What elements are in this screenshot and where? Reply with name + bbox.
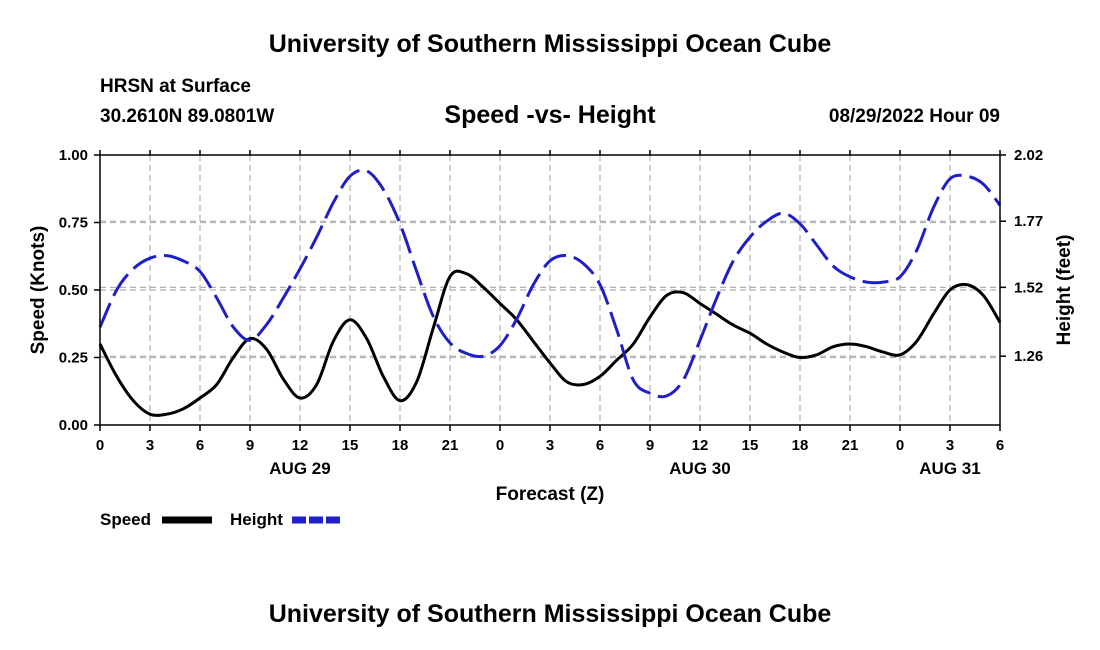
x-tick-label: 9 [246, 437, 254, 454]
x-tick-label: 0 [896, 437, 904, 454]
x-tick-label: 9 [646, 437, 654, 454]
footer-title: University of Southern Mississippi Ocean… [268, 600, 832, 628]
series-line-height [98, 168, 1002, 399]
x-tick-label: 3 [146, 437, 154, 454]
ticks: 0 3 6 9 12 15 18 21 0 3 6 9 12 15 18 21 0 3 6 AUG 29 AUG 30 A… [59, 147, 1043, 478]
x-tick-label: 18 [792, 437, 809, 454]
forecast-datetime: 08/29/2022 Hour 09 [828, 106, 1000, 127]
y-tick-label: 0.00 [59, 417, 88, 434]
x-tick-label: 15 [342, 437, 359, 454]
x-date-label: AUG 31 [919, 459, 980, 478]
y2-tick-label: 1.52 [1014, 279, 1043, 296]
series-line-speed [98, 269, 1002, 417]
x-tick-label: 18 [392, 437, 409, 454]
station-label: HRSN at Surface [100, 76, 251, 97]
x-tick-label: 0 [96, 437, 104, 454]
x-date-label: AUG 30 [669, 459, 730, 478]
legend-speed-label: Speed [100, 510, 151, 529]
y-axis-label-height: Height (feet) [1054, 235, 1075, 346]
y-tick-label: 0.50 [59, 282, 88, 299]
y-tick-label: 0.25 [59, 350, 88, 367]
x-tick-label: 6 [196, 437, 204, 454]
legend-height-label: Height [230, 510, 283, 529]
y2-tick-label: 1.26 [1014, 348, 1043, 365]
x-tick-label: 21 [842, 437, 859, 454]
x-tick-label: 6 [596, 437, 604, 454]
x-tick-label: 3 [546, 437, 554, 454]
y-axis-label-speed: Speed (Knots) [28, 226, 49, 355]
x-axis-label: Forecast (Z) [496, 484, 605, 505]
x-tick-label: 0 [496, 437, 504, 454]
grid [100, 155, 1000, 425]
y-tick-label: 1.00 [59, 147, 88, 164]
x-date-label: AUG 29 [269, 459, 330, 478]
x-tick-label: 12 [692, 437, 709, 454]
x-tick-label: 15 [742, 437, 759, 454]
main-title: University of Southern Mississippi Ocean… [268, 30, 832, 58]
x-tick-label: 3 [946, 437, 954, 454]
legend: Speed Height [100, 510, 342, 529]
y-tick-label: 0.75 [59, 215, 88, 232]
coordinates: 30.2610N 89.0801W [100, 106, 275, 127]
y2-tick-label: 1.77 [1014, 213, 1043, 230]
axis-labels: Speed (Knots) Height (feet) Forecast (Z) [28, 226, 1075, 505]
y2-tick-label: 2.02 [1014, 147, 1043, 164]
x-tick-label: 21 [442, 437, 459, 454]
chart-title: Speed -vs- Height [444, 101, 656, 129]
x-tick-label: 12 [292, 437, 309, 454]
series [98, 168, 1002, 417]
x-tick-label: 6 [996, 437, 1004, 454]
